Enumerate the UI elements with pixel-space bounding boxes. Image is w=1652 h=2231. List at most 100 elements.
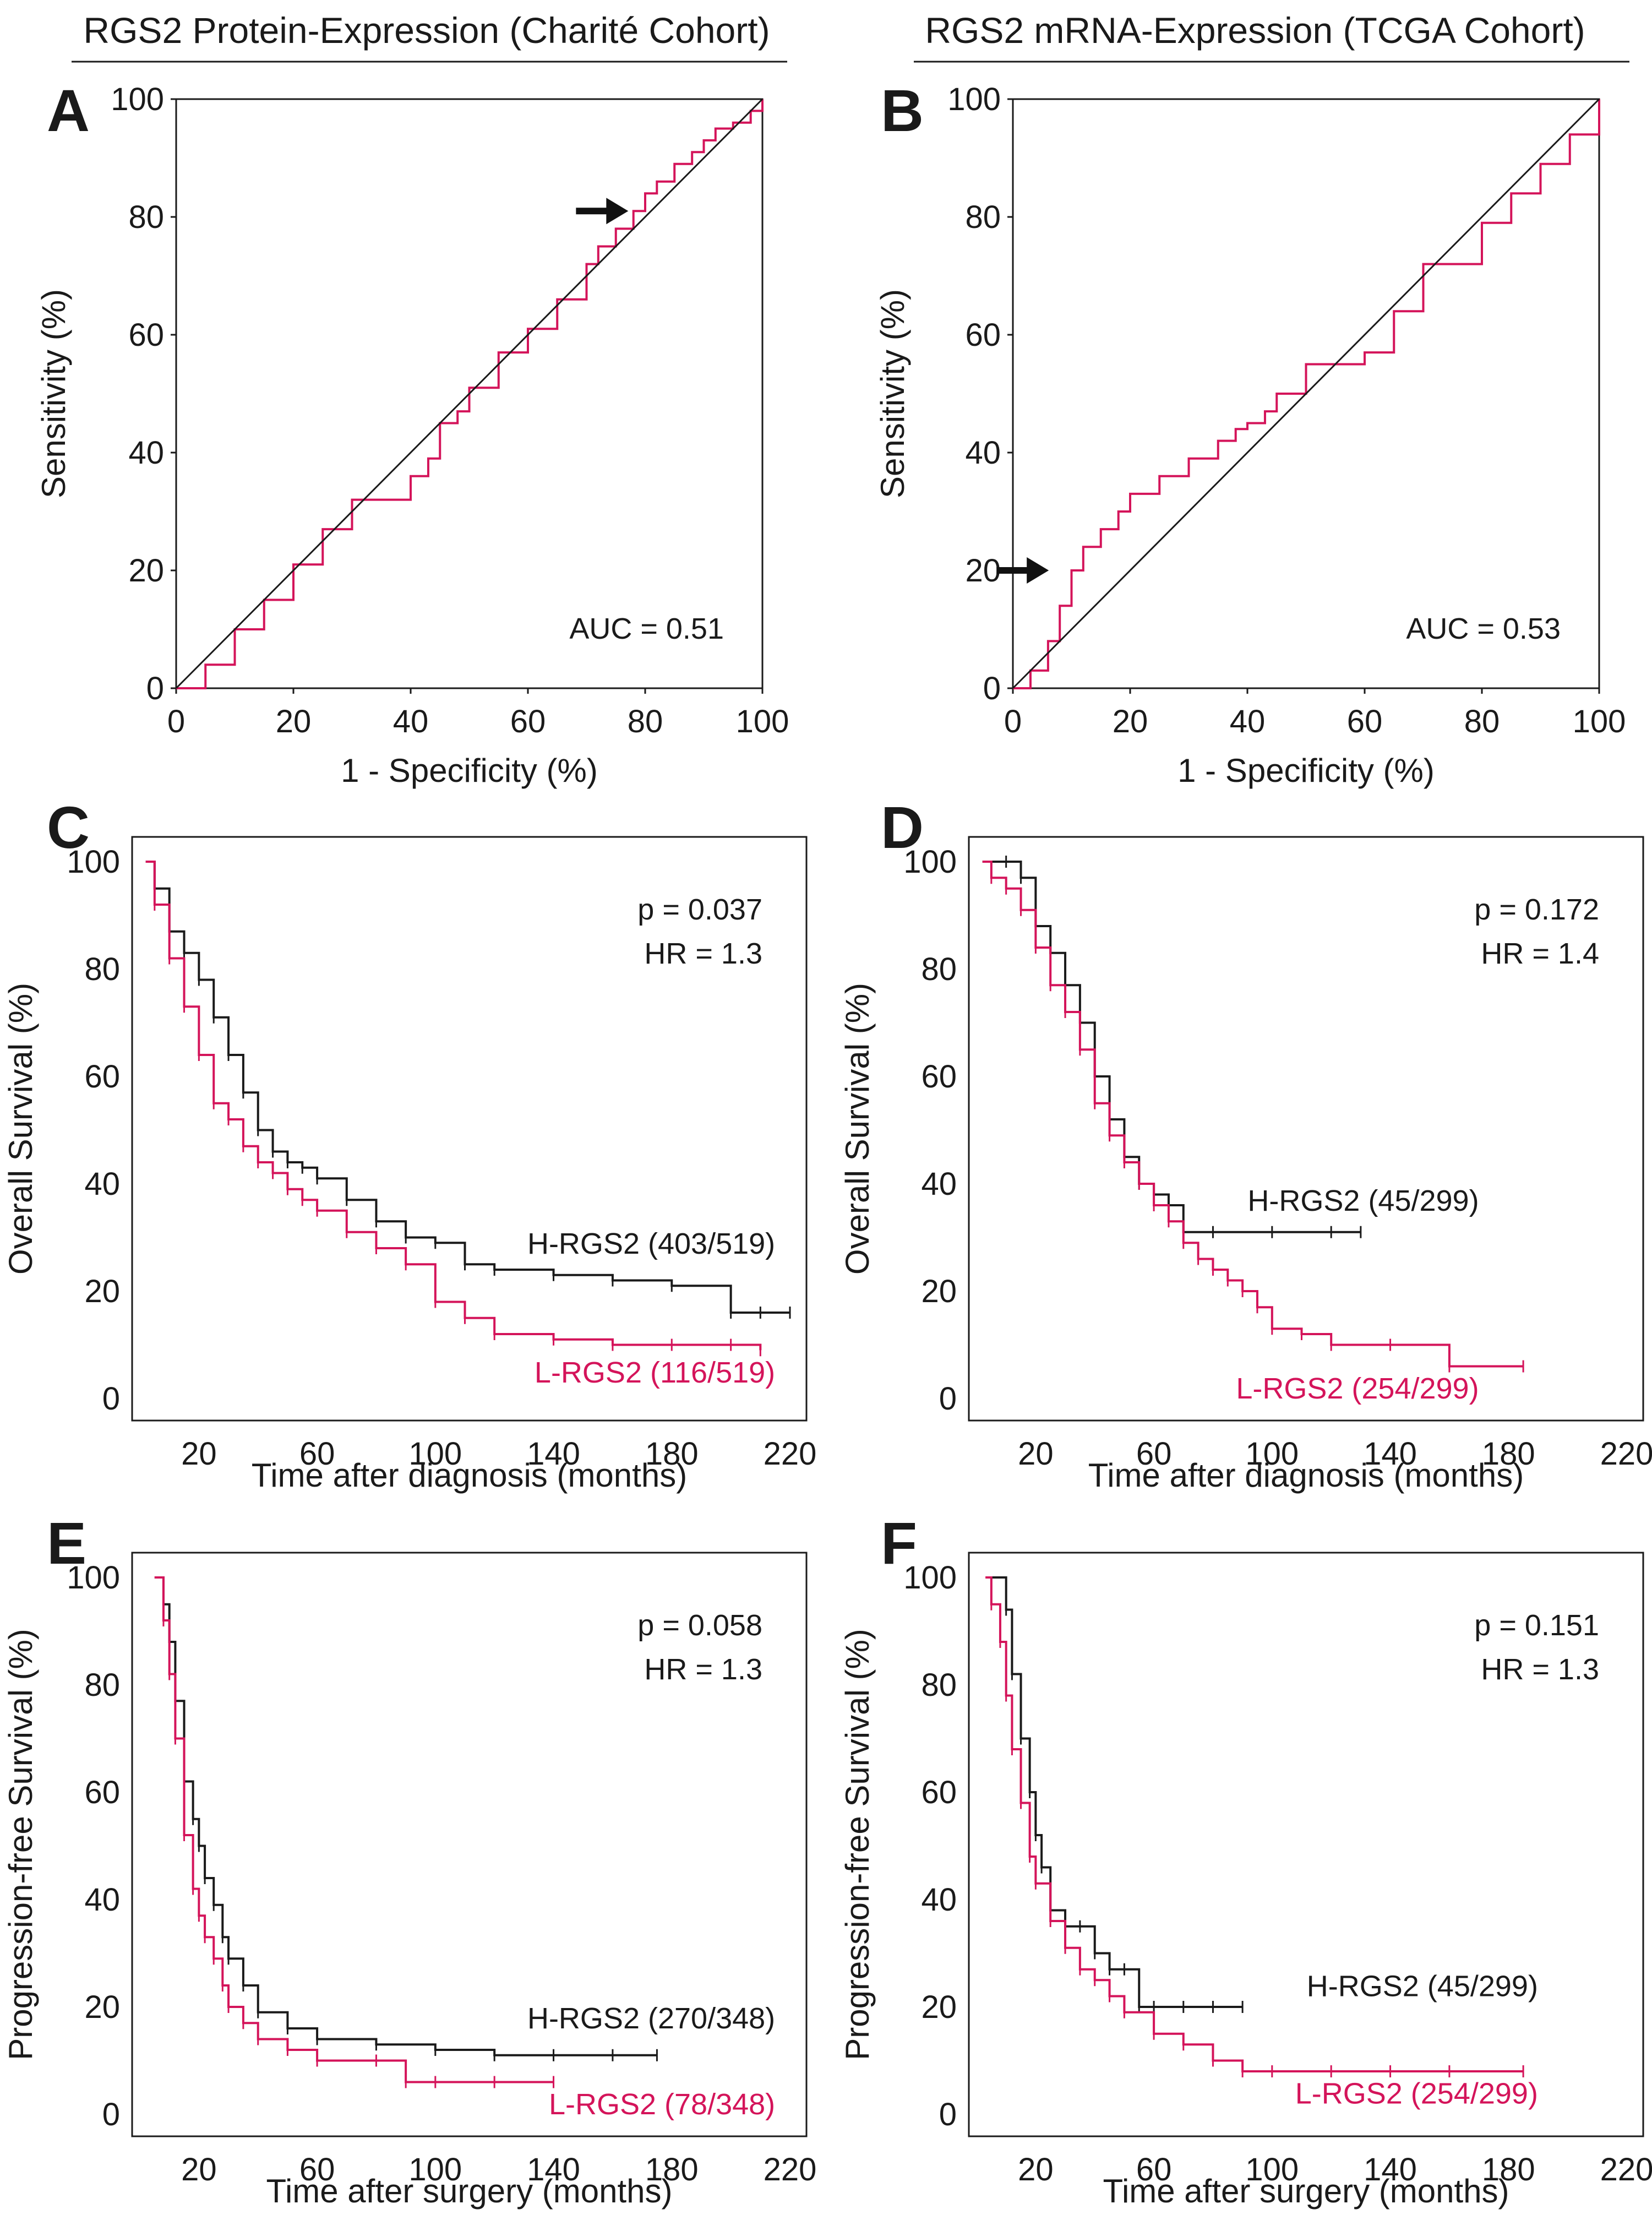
- x-tick-label: 100: [408, 1436, 462, 1472]
- x-tick-label: 20: [276, 704, 312, 739]
- x-tick-label: 60: [510, 704, 546, 739]
- km-series-l-rgs2: [985, 1576, 1524, 2077]
- legend-h-rgs2: H-RGS2 (270/348): [527, 2002, 775, 2035]
- x-tick-label: 180: [1482, 1436, 1535, 1472]
- panel-letter: F: [881, 1510, 917, 1576]
- right-column-header: RGS2 mRNA-Expression (TCGA Cohort): [925, 10, 1585, 51]
- x-tick-label: 220: [1600, 1436, 1652, 1472]
- x-tick-label: 140: [1364, 2152, 1417, 2188]
- y-tick-label: 100: [111, 81, 164, 117]
- x-tick-label: 140: [527, 2152, 580, 2188]
- km-series-l-rgs2: [154, 1576, 555, 2088]
- legend-l-rgs2: L-RGS2 (254/299): [1295, 2077, 1538, 2110]
- plot-frame: [1012, 98, 1600, 689]
- x-tick-label: 220: [1600, 2152, 1652, 2188]
- y-tick-label: 20: [965, 553, 1001, 589]
- x-tick-label: 60: [299, 2152, 335, 2188]
- p-value: p = 0.058: [637, 1609, 762, 1642]
- y-tick-label: 40: [128, 435, 164, 471]
- x-tick-label: 140: [527, 1436, 580, 1472]
- y-tick-label: 0: [939, 2097, 957, 2132]
- y-tick-label: 100: [947, 81, 1001, 117]
- x-tick-label: 0: [1004, 704, 1022, 739]
- arrow-head: [606, 198, 629, 225]
- y-tick-label: 40: [84, 1166, 120, 1202]
- y-tick-label: 60: [921, 1059, 957, 1095]
- y-tick-label: 80: [84, 951, 120, 987]
- x-tick-label: 60: [1347, 704, 1383, 739]
- y-tick-label: 60: [128, 317, 164, 353]
- km-curve: [154, 1576, 554, 2083]
- y-tick-label: 20: [921, 1989, 957, 2025]
- x-tick-label: 60: [299, 1436, 335, 1472]
- x-tick-label: 20: [1018, 2152, 1054, 2188]
- y-tick-label: 60: [965, 317, 1001, 353]
- y-tick-label: 40: [84, 1882, 120, 1918]
- x-tick-label: 60: [1136, 1436, 1172, 1472]
- x-tick-label: 40: [393, 704, 429, 739]
- km-series-h-rgs2: [154, 1576, 658, 2061]
- y-tick-label: 40: [965, 435, 1001, 471]
- p-value: p = 0.037: [637, 893, 762, 926]
- panel-letter: E: [47, 1510, 86, 1576]
- km-series-h-rgs2: [982, 856, 1362, 1238]
- p-value: p = 0.172: [1474, 893, 1599, 926]
- x-tick-label: 20: [181, 1436, 217, 1472]
- y-tick-label: 20: [84, 1274, 120, 1309]
- auc-annotation: AUC = 0.53: [1406, 612, 1561, 645]
- km-series-l-rgs2: [982, 861, 1524, 1373]
- plot-frame: [968, 1552, 1644, 2137]
- y-tick-label: 100: [903, 844, 957, 880]
- y-tick-label: 100: [903, 1560, 957, 1596]
- legend-l-rgs2: L-RGS2 (254/299): [1236, 1372, 1479, 1405]
- x-tick-label: 80: [628, 704, 663, 739]
- left-column-header: RGS2 Protein-Expression (Charité Cohort): [83, 10, 770, 51]
- y-tick-label: 60: [84, 1775, 120, 1810]
- x-tick-label: 80: [1464, 704, 1500, 739]
- x-tick-label: 60: [1136, 2152, 1172, 2188]
- legend-h-rgs2: H-RGS2 (403/519): [527, 1227, 775, 1260]
- panel-f: F 0 20 40 60 80 100 20 60 100 140 180 220 Time after …: [839, 1510, 1652, 2210]
- panel-d: D 0 20 40 60 80 100 20 60 100 140 180 220 Time after …: [839, 794, 1652, 1494]
- x-tick-label: 20: [181, 2152, 217, 2188]
- panel-letter: A: [47, 77, 90, 144]
- x-tick-label: 140: [1364, 1436, 1417, 1472]
- x-axis-label: Time after surgery (months): [266, 2173, 673, 2210]
- km-series-l-rgs2: [145, 861, 762, 1357]
- km-curve: [154, 1576, 657, 2056]
- y-tick-label: 0: [102, 1381, 120, 1417]
- plot-frame: [131, 1552, 808, 2137]
- x-tick-label: 180: [1482, 2152, 1535, 2188]
- x-tick-label: 180: [645, 2152, 699, 2188]
- roc-curve: [1013, 99, 1600, 689]
- y-tick-label: 20: [921, 1274, 957, 1309]
- panel-e: E 0 20 40 60 80 100 20 60 100 140 180 220 Time after …: [2, 1510, 816, 2210]
- x-tick-label: 100: [1245, 2152, 1299, 2188]
- arrow-head: [1027, 557, 1049, 584]
- x-tick-label: 20: [1018, 1436, 1054, 1472]
- plot-frame: [131, 836, 808, 1422]
- panel-letter: B: [881, 77, 924, 144]
- legend-l-rgs2: L-RGS2 (116/519): [535, 1356, 775, 1389]
- panel-c: C 0 20 40 60 80 100 20 60 100 140 180 220 Time after …: [2, 794, 816, 1494]
- x-tick-label: 100: [408, 2152, 462, 2188]
- y-tick-label: 80: [965, 199, 1001, 235]
- x-tick-label: 180: [645, 1436, 699, 1472]
- plot-frame: [968, 836, 1644, 1422]
- x-axis-label: 1 - Specificity (%): [1177, 752, 1435, 789]
- km-curve: [145, 861, 790, 1314]
- legend-h-rgs2: H-RGS2 (45/299): [1247, 1184, 1479, 1217]
- roc-curve: [176, 99, 764, 689]
- x-tick-label: 100: [736, 704, 789, 739]
- hazard-ratio: HR = 1.3: [644, 937, 762, 970]
- panel-letter: D: [881, 794, 924, 861]
- y-tick-label: 80: [921, 951, 957, 987]
- x-tick-label: 20: [1113, 704, 1148, 739]
- km-curve: [985, 1576, 1524, 2072]
- plot-frame: [175, 98, 764, 689]
- legend-h-rgs2: H-RGS2 (45/299): [1307, 1970, 1538, 2003]
- x-axis-label: 1 - Specificity (%): [341, 752, 598, 789]
- y-axis-label: Progression-free Survival (%): [2, 1629, 39, 2060]
- y-axis-label: Progression-free Survival (%): [839, 1629, 876, 2060]
- y-tick-label: 60: [921, 1775, 957, 1810]
